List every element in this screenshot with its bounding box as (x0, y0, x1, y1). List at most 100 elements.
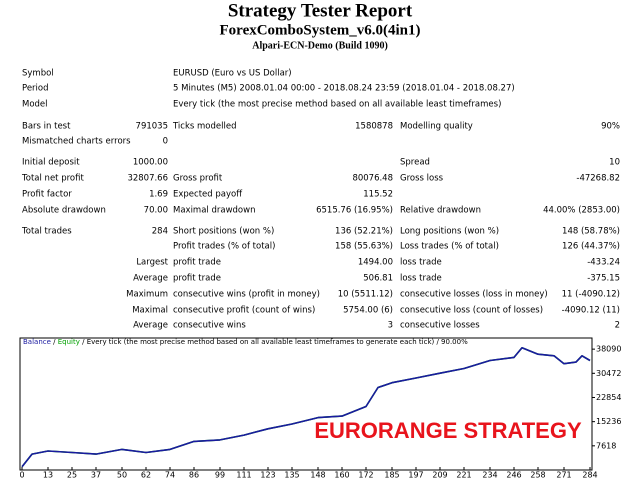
chart-annotation: EURORANGE STRATEGY (314, 418, 582, 443)
x-tick-label: 0 (19, 471, 24, 480)
x-tick-label: 111 (236, 471, 251, 480)
table-cell: 791035 (136, 122, 168, 132)
table-cell: 148 (58.78%) (562, 227, 620, 237)
table-cell: 80076.48 (352, 174, 393, 184)
table-cell: 0 (163, 137, 168, 147)
table-cell: consecutive wins (173, 321, 246, 331)
y-tick-label: 30472 (596, 369, 621, 378)
x-tick-label: 284 (582, 471, 597, 480)
table-cell: 1000.00 (133, 158, 168, 168)
table-cell: Total trades (21, 227, 72, 237)
x-tick-label: 99 (215, 471, 225, 480)
table-cell: consecutive wins (profit in money) (173, 290, 320, 300)
table-cell: Symbol (22, 69, 54, 79)
table-cell: Maximum (126, 290, 168, 300)
table-cell: Total net profit (21, 174, 84, 184)
x-tick-label: 271 (556, 471, 571, 480)
x-tick-label: 25 (67, 471, 77, 480)
table-cell: EURUSD (Euro vs US Dollar) (173, 69, 292, 79)
table-cell: profit trade (173, 274, 221, 284)
table-cell: Gross profit (173, 174, 223, 184)
x-tick-label: 246 (506, 471, 521, 480)
table-cell: consecutive profit (count of wins) (173, 306, 315, 316)
table-cell: Maximal (132, 306, 168, 316)
table-cell: Model (22, 100, 48, 110)
chart: 7618 15236 22854 30472 38090 0 13 25 37 50 62 74 86 9… (19, 338, 621, 480)
table-cell: 70.00 (144, 206, 168, 216)
table-cell: Average (133, 321, 168, 331)
table-cell: 32807.66 (127, 174, 168, 184)
x-tick-label: 197 (408, 471, 423, 480)
table-cell: 1494.00 (358, 258, 393, 268)
table-cell: 2 (615, 321, 620, 331)
table-cell: loss trade (400, 258, 442, 268)
table-cell: consecutive losses (loss in money) (400, 290, 548, 300)
table-cell: 115.52 (363, 190, 393, 200)
table-cell: 1.69 (149, 190, 168, 200)
table-cell: 11 (-4090.12) (562, 290, 620, 300)
table-cell: Initial deposit (22, 158, 80, 168)
table-cell: -47268.82 (576, 174, 620, 184)
table-cell: -375.15 (587, 274, 620, 284)
table-cell: 506.81 (363, 274, 393, 284)
table-cell: Loss trades (% of total) (400, 242, 499, 252)
table-cell: 3 (388, 321, 393, 331)
table-cell: -433.24 (587, 258, 620, 268)
table-cell: Gross loss (400, 174, 444, 184)
report-subtitle: ForexComboSystem_v6.0(4in1) (220, 22, 421, 38)
table-cell: 10 (5511.12) (338, 290, 393, 300)
x-tick-label: 13 (43, 471, 53, 480)
table-cell: 158 (55.63%) (335, 242, 393, 252)
x-tick-label: 185 (384, 471, 399, 480)
table-cell: 44.00% (2853.00) (543, 206, 620, 216)
y-tick-label: 38090 (596, 345, 621, 354)
table-cell: 6515.76 (16.95%) (316, 206, 393, 216)
table-cell: Spread (400, 158, 430, 168)
x-tick-label: 221 (456, 471, 471, 480)
table-cell: Mismatched charts errors (22, 137, 131, 147)
table-cell: Profit factor (22, 190, 72, 200)
chart-quality: 90.00% (441, 338, 468, 346)
legend-entry: Equity (58, 338, 80, 346)
chart-subtitle: Every tick (the most precise method base… (87, 338, 435, 346)
table-cell: Relative drawdown (400, 206, 481, 216)
y-tick-label: 7618 (596, 441, 616, 450)
table-cell: Absolute drawdown (22, 206, 106, 216)
table-cell: consecutive losses (400, 321, 480, 331)
x-tick-label: 74 (165, 471, 175, 480)
table-cell: profit trade (173, 258, 221, 268)
table-cell: 284 (152, 227, 168, 237)
table-cell: Largest (136, 258, 168, 268)
table-cell: Profit trades (% of total) (173, 242, 275, 252)
table-cell: consecutive loss (count of losses) (400, 306, 543, 316)
report-title: Strategy Tester Report (228, 0, 413, 21)
x-tick-label: 50 (117, 471, 127, 480)
table-cell: Bars in test (22, 122, 71, 132)
table-cell: 90% (601, 122, 620, 132)
x-tick-label: 86 (189, 471, 199, 480)
x-tick-label: 160 (334, 471, 349, 480)
x-tick-label: 135 (284, 471, 299, 480)
table-cell: Ticks modelled (172, 122, 236, 132)
table-cell: 136 (52.21%) (335, 227, 393, 237)
x-tick-label: 172 (358, 471, 373, 480)
table-cell: 126 (44.37%) (562, 242, 620, 252)
table-cell: Long positions (won %) (400, 227, 499, 237)
x-tick-label: 37 (91, 471, 101, 480)
table-cell: Every tick (the most precise method base… (173, 100, 501, 110)
series-line (21, 347, 591, 468)
chart-legend: Balance / Equity / Every tick (the most … (23, 338, 468, 346)
table-cell: 10 (609, 158, 620, 168)
table-cell: -4090.12 (11) (562, 306, 620, 316)
table-cell: loss trade (400, 274, 442, 284)
x-tick-label: 123 (260, 471, 275, 480)
table-cell: Expected payoff (173, 190, 243, 200)
table-cell: Modelling quality (400, 122, 473, 132)
x-tick-label: 62 (141, 471, 151, 480)
table-cell: 5 Minutes (M5) 2008.01.04 00:00 - 2018.0… (173, 84, 515, 94)
y-tick-label: 22854 (596, 393, 621, 402)
x-tick-label: 209 (432, 471, 447, 480)
table-cell: Period (22, 84, 49, 94)
report-server: Alpari-ECN-Demo (Build 1090) (252, 40, 388, 51)
